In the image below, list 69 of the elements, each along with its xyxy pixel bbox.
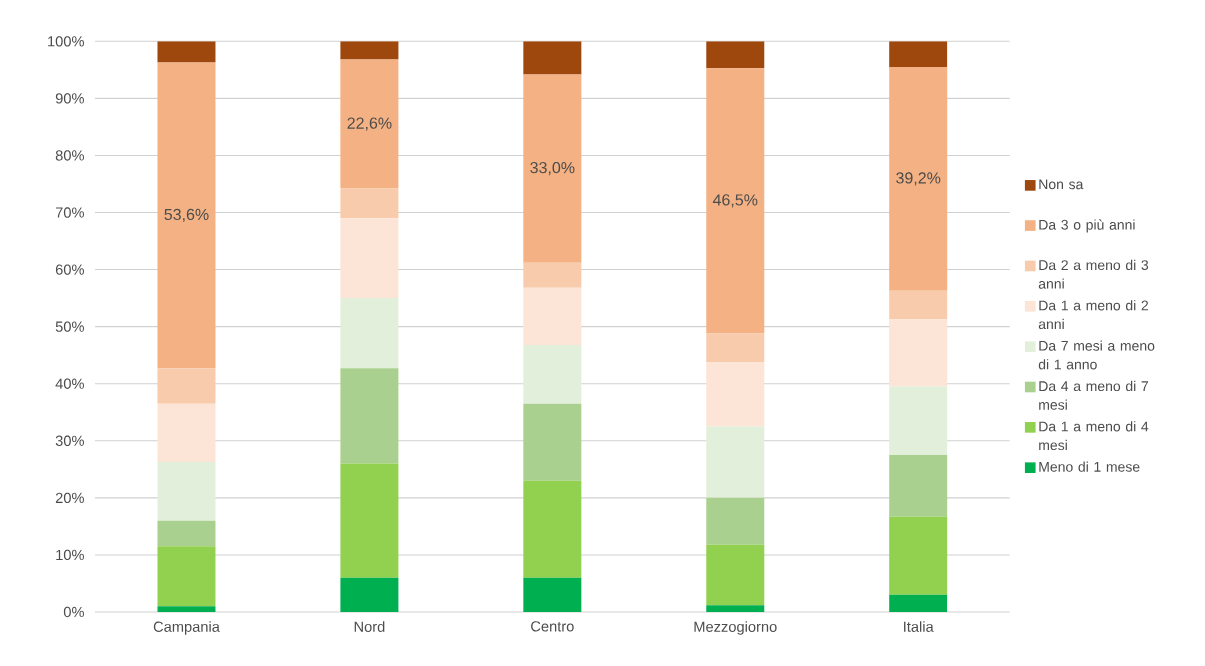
bar [889,67,948,291]
bar [889,41,948,67]
bar [340,298,399,369]
bar [523,41,582,75]
bar [340,59,399,189]
legend-label: Da 2 a meno di 3 anni [1038,259,1149,289]
bar [889,594,948,612]
x-tick-label: Campania [153,621,220,635]
bar [706,362,765,427]
x-tick-label: Centro [531,621,574,632]
y-tick-label: 50% [55,321,84,332]
bar [340,368,399,464]
data-label: 46,5% [712,194,758,208]
bar [340,188,399,219]
bar [706,497,765,545]
bar [523,577,582,612]
bar [889,290,948,320]
bar [523,403,582,481]
data-label: 33,0% [530,161,575,176]
bar [157,546,216,607]
bar [523,262,582,288]
data-label: 39,2% [896,172,941,186]
data-label: 22,6% [347,117,392,131]
bar [523,480,582,578]
legend-label: Meno di 1 mese [1039,461,1140,472]
bar [889,319,948,387]
y-tick-label: 60% [55,264,84,275]
bar [706,333,765,363]
y-tick-label: 40% [55,378,84,389]
bar [523,74,582,263]
y-tick-label: 0% [63,606,84,618]
legend-label: Da 1 a meno di 4 mesi [1039,421,1149,451]
bar [889,516,948,595]
bar [157,520,216,547]
bar [157,62,216,369]
bar [706,544,765,606]
bar [157,41,216,63]
legend-label: Non sa [1039,179,1084,190]
bar [157,403,216,462]
y-tick-label: 30% [55,435,84,446]
x-tick-label: Italia [904,621,934,632]
bar [706,605,765,612]
legend-label: Da 1 a meno di 2 anni [1038,300,1148,330]
x-tick-label: Mezzogiorno [694,621,777,635]
y-tick-label: 90% [55,93,84,104]
legend-label: Da 3 o più anni [1039,219,1135,233]
bar [889,386,948,456]
bar [523,287,582,345]
y-tick-label: 20% [55,492,84,504]
data-label: 53,6% [164,208,209,222]
x-tick-label: Nord [354,621,385,632]
bar [157,461,216,521]
bar [340,577,399,612]
legend-label: Da 4 a meno di 7 mesi [1039,380,1148,410]
bar [523,344,582,404]
y-tick-label: 10% [56,549,84,561]
y-tick-label: 100% [48,36,84,47]
bar [340,41,399,60]
bar [157,368,216,404]
bar [340,463,399,578]
y-tick-label: 80% [55,150,84,161]
bar [706,41,765,69]
bar [706,426,765,498]
bar [340,218,399,299]
bar [889,455,948,517]
legend-label: Da 7 mesi a meno di 1 anno [1038,340,1155,370]
bar [157,606,216,612]
y-tick-label: 70% [55,207,84,218]
bar [706,68,765,334]
